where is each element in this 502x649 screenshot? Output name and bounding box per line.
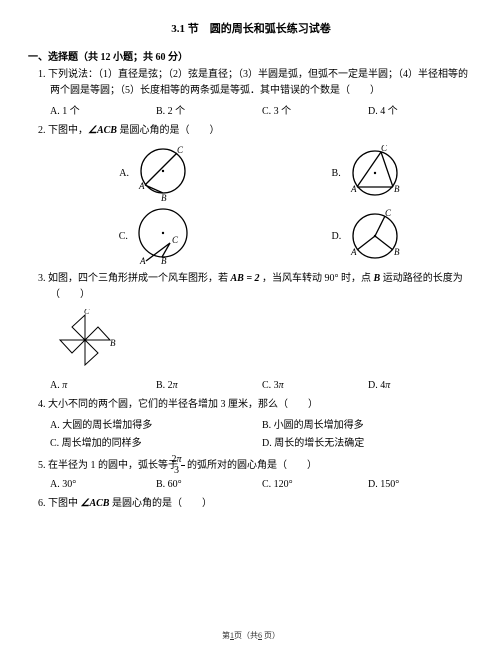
q5-suffix: 的弧所对的圆心角是（ ） bbox=[187, 460, 317, 471]
svg-text:B: B bbox=[394, 247, 400, 257]
q4-text: 4. 大小不同的两个圆，它们的半径各增加 3 厘米，那么（ ） bbox=[38, 397, 474, 413]
q3-options: A. π B. 2π C. 3π D. 4π bbox=[38, 380, 474, 391]
q5-prefix: 在半径为 1 的圆中，弧长等于 bbox=[48, 460, 181, 471]
q3-opt-b: B. 2π bbox=[156, 380, 262, 391]
q2-label-c: C. bbox=[119, 231, 128, 242]
question-3: 3. 如图，四个三角形拼成一个风车图形，若 AB = 2 ，当风车转动 90° … bbox=[28, 271, 474, 391]
q3-windmill: B C bbox=[50, 309, 120, 371]
q3-deg: 90° bbox=[325, 273, 339, 284]
q3-ab: AB = 2 bbox=[231, 273, 260, 284]
q3-opt-c: C. 3π bbox=[262, 380, 368, 391]
q2-angle: ∠ACB bbox=[88, 125, 117, 136]
q5-opt-c: C. 120° bbox=[262, 479, 368, 490]
q4-opt-a: A. 大圆的周长增加得多 bbox=[50, 416, 262, 431]
q5-options: A. 30° B. 60° C. 120° D. 150° bbox=[38, 479, 474, 490]
q3-prefix: 如图，四个三角形拼成一个风车图形，若 bbox=[48, 273, 231, 284]
svg-text:B: B bbox=[161, 256, 167, 265]
q5-text: 5. 在半径为 1 的圆中，弧长等于 2π 3 的弧所对的圆心角是（ ） bbox=[38, 455, 474, 476]
q5-opt-a: A. 30° bbox=[50, 479, 156, 490]
q1-options: A. 1 个 B. 2 个 C. 3 个 D. 4 个 bbox=[38, 102, 474, 117]
page-footer: 第1页（共6 页） bbox=[0, 630, 502, 641]
q6-prefix: 下图中 bbox=[48, 498, 81, 509]
q3-num: 3. bbox=[38, 273, 46, 284]
q1-num: 1. bbox=[38, 69, 46, 80]
q1-opt-d: D. 4 个 bbox=[368, 102, 474, 117]
q2-suffix: 是圆心角的是（ ） bbox=[117, 125, 220, 136]
question-5: 5. 在半径为 1 的圆中，弧长等于 2π 3 的弧所对的圆心角是（ ） A. … bbox=[28, 455, 474, 490]
q1-opt-a: A. 1 个 bbox=[50, 102, 156, 117]
q4-opt-d: D. 周长的增长无法确定 bbox=[262, 434, 474, 449]
svg-text:A: A bbox=[350, 184, 357, 194]
q2-cell-d: D. A B C bbox=[331, 208, 405, 264]
question-4: 4. 大小不同的两个圆，它们的半径各增加 3 厘米，那么（ ） A. 大圆的周长… bbox=[28, 397, 474, 449]
q2-text: 2. 下图中，∠ACB 是圆心角的是（ ） bbox=[38, 123, 474, 139]
q4-options: A. 大圆的周长增加得多 B. 小圆的周长增加得多 C. 周长增加的同样多 D.… bbox=[38, 416, 474, 449]
q3-mid2: 时，点 bbox=[339, 273, 374, 284]
svg-text:C: C bbox=[84, 309, 90, 316]
q2-label-d: D. bbox=[331, 231, 341, 242]
q2-diagram-d: A B C bbox=[345, 208, 405, 264]
svg-text:A: A bbox=[138, 181, 145, 191]
q2-diagram-a: A B C bbox=[133, 145, 193, 201]
q2-row1: A. A B C B. A B C bbox=[38, 145, 474, 201]
q3-mid: ，当风车转动 bbox=[260, 273, 325, 284]
q4-body: 大小不同的两个圆，它们的半径各增加 3 厘米，那么（ ） bbox=[48, 399, 318, 410]
q2-label-b: B. bbox=[332, 168, 341, 179]
svg-text:B: B bbox=[161, 193, 167, 201]
footer-pre: 第 bbox=[222, 631, 230, 640]
q6-suffix: 是圆心角的是（ ） bbox=[109, 498, 212, 509]
q5-frac: 2π 3 bbox=[181, 455, 185, 476]
svg-text:A: A bbox=[139, 256, 146, 265]
svg-text:C: C bbox=[172, 235, 179, 245]
page-title: 3.1 节 圆的周长和弧长练习试卷 bbox=[28, 20, 474, 36]
q4-opt-c: C. 周长增加的同样多 bbox=[50, 434, 262, 449]
svg-text:C: C bbox=[385, 208, 392, 218]
q3-opt-d: D. 4π bbox=[368, 380, 474, 391]
q2-diagram-b: A B C bbox=[345, 145, 405, 201]
q1-opt-c: C. 3 个 bbox=[262, 102, 368, 117]
footer-mid: 页（共 bbox=[234, 631, 258, 640]
q2-diagram-c: A B C bbox=[132, 207, 194, 265]
svg-text:C: C bbox=[381, 145, 388, 153]
q2-cell-a: A. A B C bbox=[119, 145, 193, 201]
q1-text: 1. 下列说法：（1）直径是弦；（2）弦是直径；（3）半圆是弧，但弧不一定是半圆… bbox=[38, 67, 474, 99]
q2-prefix: 下图中， bbox=[48, 125, 88, 136]
svg-text:B: B bbox=[394, 184, 400, 194]
footer-suf: 页） bbox=[262, 631, 280, 640]
section-header: 一、选择题（共 12 小题；共 60 分） bbox=[28, 48, 474, 63]
q3-text: 3. 如图，四个三角形拼成一个风车图形，若 AB = 2 ，当风车转动 90° … bbox=[38, 271, 474, 303]
svg-text:A: A bbox=[350, 247, 357, 257]
q1-body: 下列说法：（1）直径是弦；（2）弦是直径；（3）半圆是弧，但弧不一定是半圆；（4… bbox=[48, 69, 468, 96]
q5-opt-d: D. 150° bbox=[368, 479, 474, 490]
svg-text:B: B bbox=[110, 338, 116, 348]
question-6: 6. 下图中 ∠ACB 是圆心角的是（ ） bbox=[28, 496, 474, 512]
q1-opt-b: B. 2 个 bbox=[156, 102, 262, 117]
q2-label-a: A. bbox=[119, 168, 129, 179]
q6-angle: ∠ACB bbox=[81, 498, 110, 509]
svg-text:C: C bbox=[177, 145, 184, 155]
q6-text: 6. 下图中 ∠ACB 是圆心角的是（ ） bbox=[38, 496, 474, 512]
q2-num: 2. bbox=[38, 125, 46, 136]
q6-num: 6. bbox=[38, 498, 46, 509]
q4-num: 4. bbox=[38, 399, 46, 410]
question-2: 2. 下图中，∠ACB 是圆心角的是（ ） A. A B C B. bbox=[28, 123, 474, 265]
q3-opt-a: A. π bbox=[50, 380, 156, 391]
q3-figure-wrap: B C bbox=[38, 309, 474, 374]
q2-cell-c: C. A B C bbox=[119, 207, 194, 265]
q2-row2: C. A B C D. A B C bbox=[38, 207, 474, 265]
q4-opt-b: B. 小圆的周长增加得多 bbox=[262, 416, 474, 431]
q5-num: 5. bbox=[38, 460, 46, 471]
question-1: 1. 下列说法：（1）直径是弦；（2）弦是直径；（3）半圆是弧，但弧不一定是半圆… bbox=[28, 67, 474, 117]
q2-cell-b: B. A B C bbox=[332, 145, 405, 201]
q5-opt-b: B. 60° bbox=[156, 479, 262, 490]
